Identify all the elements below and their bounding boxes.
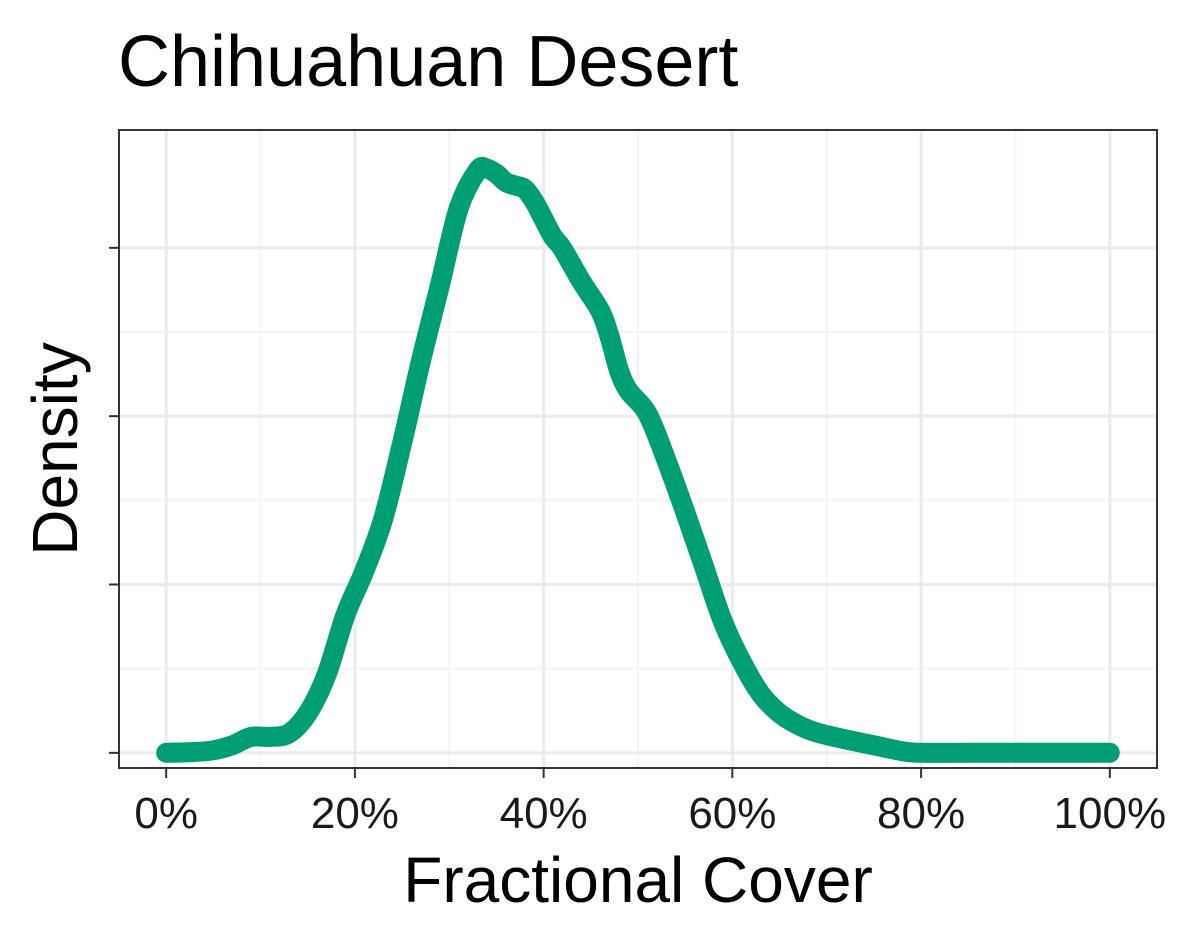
panel-border bbox=[118, 129, 1158, 769]
x-tick-label: 100% bbox=[1054, 789, 1167, 838]
x-tick-label: 20% bbox=[311, 789, 399, 838]
x-axis-title: Fractional Cover bbox=[403, 844, 873, 916]
x-tick-label: 40% bbox=[500, 789, 588, 838]
y-axis-title: Density bbox=[19, 342, 91, 555]
y-axis-ticks bbox=[109, 246, 119, 754]
x-axis-ticks: 0% 20% 40% 60% 80% 100% bbox=[134, 768, 1166, 838]
grid-minor-lines bbox=[119, 130, 1157, 768]
x-tick-label: 0% bbox=[134, 789, 198, 838]
density-curve bbox=[156, 156, 1120, 763]
x-tick-label: 60% bbox=[688, 789, 776, 838]
chart-title: Chihuahuan Desert bbox=[118, 22, 738, 102]
x-tick-label: 80% bbox=[877, 789, 965, 838]
